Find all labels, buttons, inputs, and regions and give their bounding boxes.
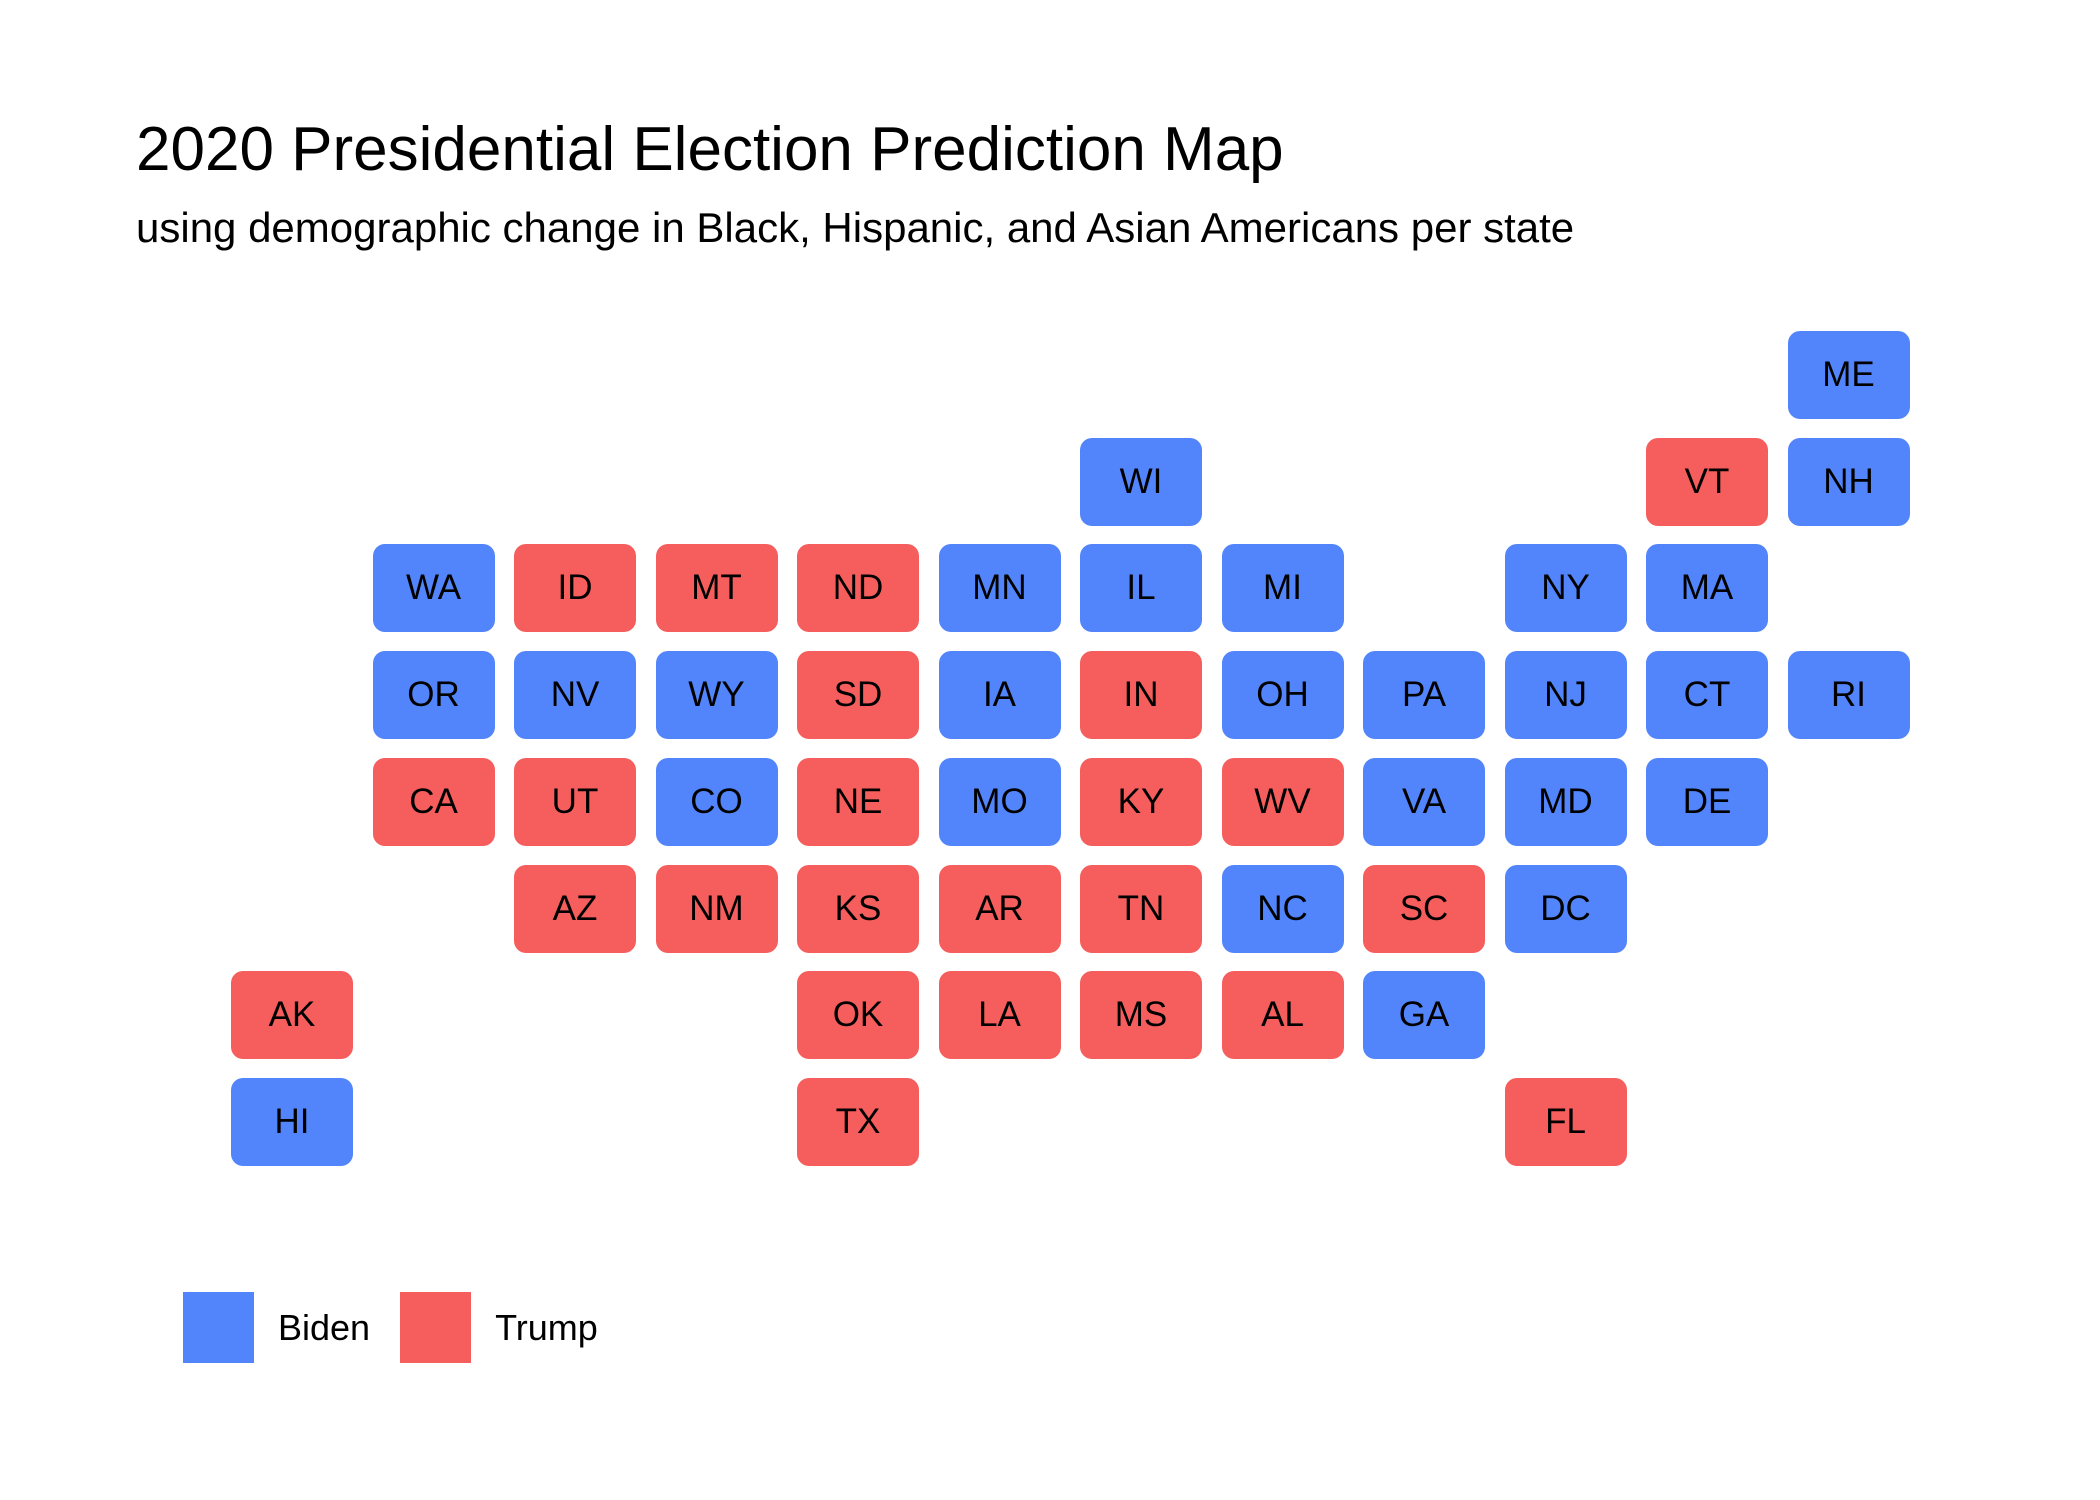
state-tile-vt: VT [1646,437,1768,526]
state-tile-wy: WY [655,651,778,740]
state-tile-ny: NY [1504,544,1627,633]
state-tile-in: IN [1080,651,1202,740]
state-tile-il: IL [1080,544,1202,633]
state-tile-nv: NV [514,651,636,740]
state-tile-nc: NC [1221,864,1344,953]
state-tile-id: ID [514,544,636,633]
state-tile-md: MD [1504,757,1627,846]
legend-key-trump [400,1292,472,1363]
state-tile-pa: PA [1363,651,1485,740]
state-tile-co: CO [655,757,778,846]
state-tile-tn: TN [1080,864,1202,953]
state-tile-ks: KS [797,864,919,953]
legend-key-biden [183,1292,254,1363]
state-tile-mi: MI [1221,544,1344,633]
state-tile-nd: ND [797,544,919,633]
state-tile-ga: GA [1363,971,1485,1060]
state-tile-ky: KY [1080,757,1202,846]
state-tile-ak: AK [231,971,353,1060]
state-tile-tx: TX [797,1077,919,1166]
state-tile-mn: MN [938,544,1061,633]
state-tile-nh: NH [1787,437,1910,526]
state-tile-sc: SC [1363,864,1485,953]
state-tile-al: AL [1221,971,1344,1060]
state-tile-hi: HI [231,1077,353,1166]
legend-item-trump: Trump [400,1292,598,1363]
state-tile-mo: MO [938,757,1061,846]
state-tile-la: LA [938,971,1061,1060]
state-tile-ne: NE [797,757,919,846]
state-tile-me: ME [1787,331,1910,419]
state-tile-wa: WA [372,544,495,633]
state-tile-ms: MS [1080,971,1202,1060]
state-tile-or: OR [372,651,495,740]
state-tile-fl: FL [1504,1077,1627,1166]
state-tile-ct: CT [1646,651,1768,740]
state-tile-nj: NJ [1504,651,1627,740]
state-tile-wv: WV [1221,757,1344,846]
state-tile-dc: DC [1504,864,1627,953]
state-tile-nm: NM [655,864,778,953]
state-tile-ok: OK [797,971,919,1060]
state-tile-wi: WI [1080,437,1202,526]
state-tile-ri: RI [1787,651,1910,740]
state-tile-ca: CA [372,757,495,846]
legend-item-biden: Biden [183,1292,370,1363]
map-title: 2020 Presidential Election Prediction Ma… [136,115,1284,184]
state-tile-ia: IA [938,651,1061,740]
map-subtitle: using demographic change in Black, Hispa… [136,204,1575,251]
state-tile-oh: OH [1221,651,1344,740]
state-tile-va: VA [1363,757,1485,846]
state-tile-az: AZ [514,864,636,953]
legend: Biden Trump [183,1292,628,1363]
state-tile-ut: UT [514,757,636,846]
state-tile-ar: AR [938,864,1061,953]
legend-label-biden: Biden [278,1306,371,1348]
state-tile-sd: SD [797,651,919,740]
state-tile-mt: MT [655,544,778,633]
state-tile-de: DE [1646,757,1768,846]
legend-label-trump: Trump [495,1306,598,1348]
state-tile-ma: MA [1646,544,1768,633]
